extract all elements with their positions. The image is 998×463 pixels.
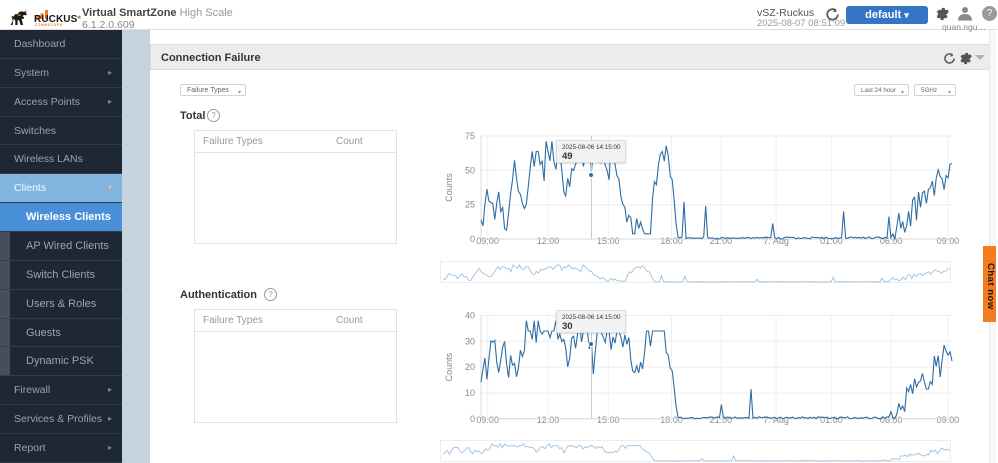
svg-text:10: 10 — [465, 388, 475, 398]
svg-text:40: 40 — [465, 311, 475, 321]
svg-text:30: 30 — [465, 336, 475, 346]
svg-text:25: 25 — [465, 200, 475, 210]
svg-text:Counts: Counts — [444, 352, 454, 381]
svg-text:0: 0 — [470, 414, 475, 424]
svg-text:75: 75 — [465, 131, 475, 141]
svg-text:50: 50 — [465, 165, 475, 175]
svg-text:0: 0 — [470, 234, 475, 244]
svg-text:20: 20 — [465, 362, 475, 372]
svg-text:Counts: Counts — [444, 173, 454, 202]
